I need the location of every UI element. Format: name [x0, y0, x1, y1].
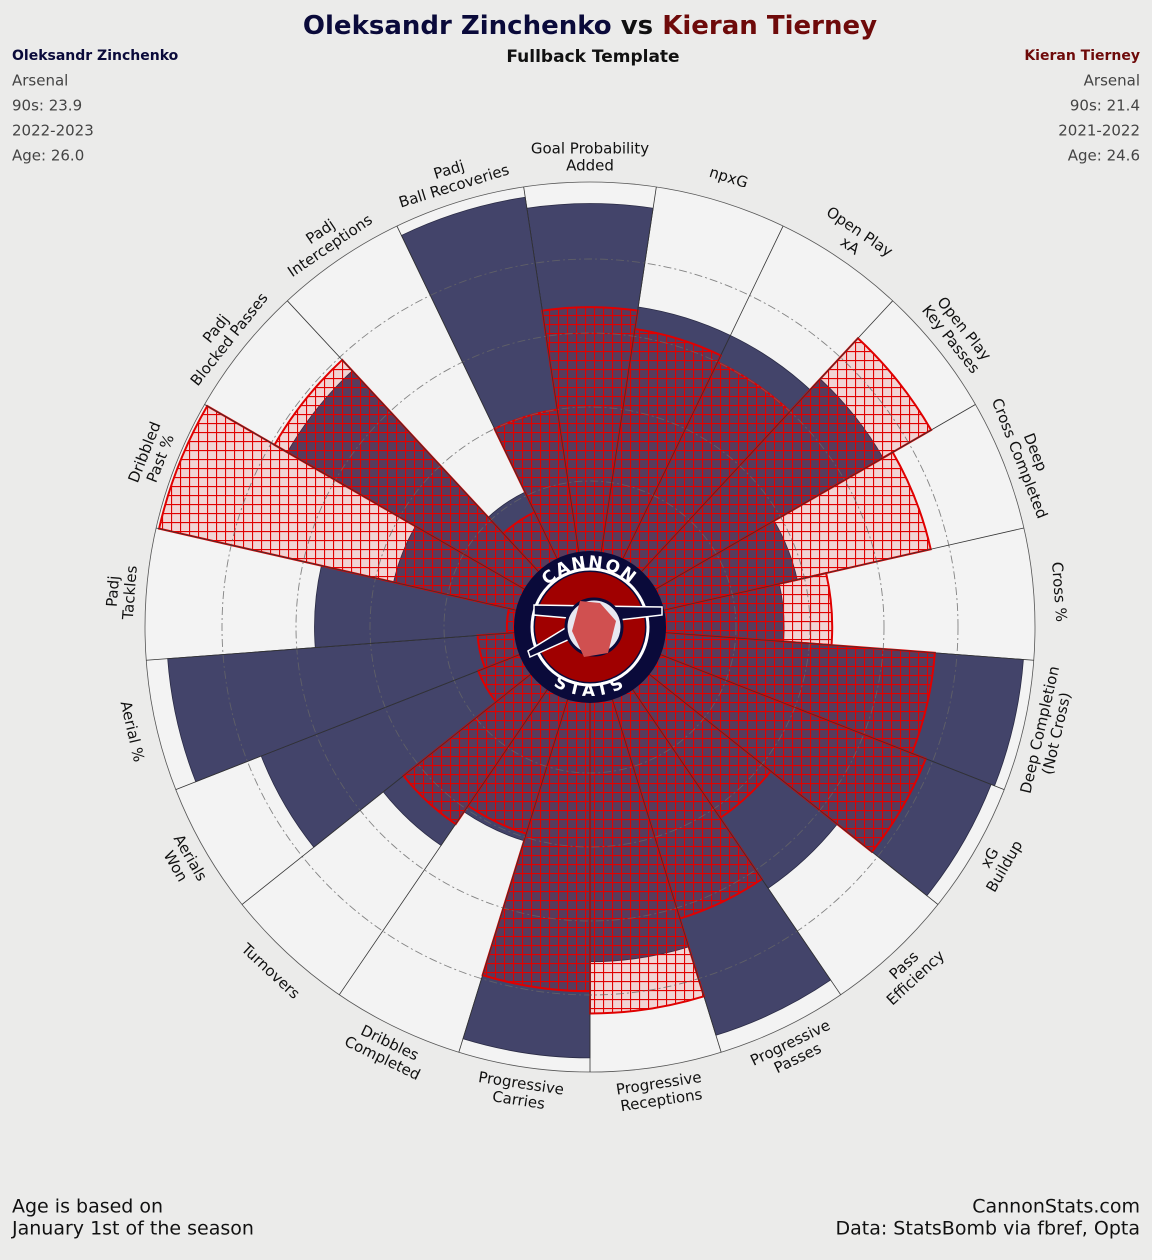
slice-separator	[523, 186, 580, 556]
grid-ring	[369, 406, 811, 848]
slice-separator	[175, 652, 524, 790]
logo-shape	[572, 601, 616, 657]
slice-separator	[656, 652, 1005, 790]
slice-separator	[338, 686, 550, 995]
player-info: Age: 26.0	[12, 147, 84, 165]
player-info: Age: 24.6	[1068, 147, 1140, 165]
title-player-2: Kieran Tierney	[662, 11, 877, 41]
slice-separator	[287, 300, 542, 575]
slice-separator	[646, 671, 939, 905]
player-info: Arsenal	[1084, 72, 1140, 90]
player-info: 90s: 23.9	[12, 97, 82, 115]
player-info: 2022-2023	[12, 122, 94, 140]
footnote: Age is based on	[12, 1196, 163, 1218]
category-label: Cross %	[1048, 561, 1070, 622]
slice-separator	[241, 671, 534, 905]
slice-separator	[600, 186, 657, 556]
credits: Data: StatsBomb via fbref, Opta	[836, 1218, 1141, 1240]
player-info: Arsenal	[12, 72, 68, 90]
logo-cannon	[527, 604, 663, 659]
slice-separator	[610, 695, 722, 1053]
slice-separator	[458, 695, 570, 1053]
slice-separator	[652, 404, 976, 592]
logo-ring	[530, 567, 650, 687]
player-name: Oleksandr Zinchenko	[12, 48, 179, 64]
footnote: January 1st of the season	[11, 1218, 254, 1240]
player-info: 2021-2022	[1058, 122, 1140, 140]
slice-separator	[620, 225, 784, 563]
player-info: 90s: 21.4	[1070, 97, 1140, 115]
title-connector: vs	[621, 11, 653, 41]
slice-separator	[638, 300, 893, 575]
chart-subtitle: Fullback Template	[506, 47, 679, 67]
category-label: Goal Probability Added	[531, 139, 649, 174]
slice-separator	[396, 225, 560, 563]
slice-separator	[630, 686, 842, 995]
credits: CannonStats.com	[972, 1196, 1140, 1218]
slice-separator	[204, 404, 528, 592]
slice-separator	[146, 631, 519, 661]
slice-separator	[661, 631, 1034, 661]
player-name: Kieran Tierney	[1024, 48, 1140, 64]
slice-separator	[156, 527, 520, 612]
chart-title: Oleksandr Zinchenko vs Kieran Tierney	[303, 11, 877, 41]
slice-separator	[660, 527, 1024, 612]
grid-ring	[295, 332, 885, 922]
category-label: PadjTackles	[101, 563, 140, 621]
title-player-1: Oleksandr Zinchenko	[303, 11, 612, 41]
